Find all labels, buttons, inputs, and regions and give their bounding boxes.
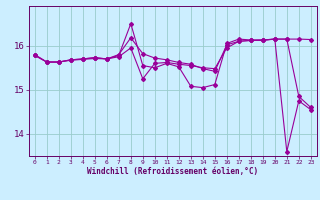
X-axis label: Windchill (Refroidissement éolien,°C): Windchill (Refroidissement éolien,°C) <box>87 167 258 176</box>
